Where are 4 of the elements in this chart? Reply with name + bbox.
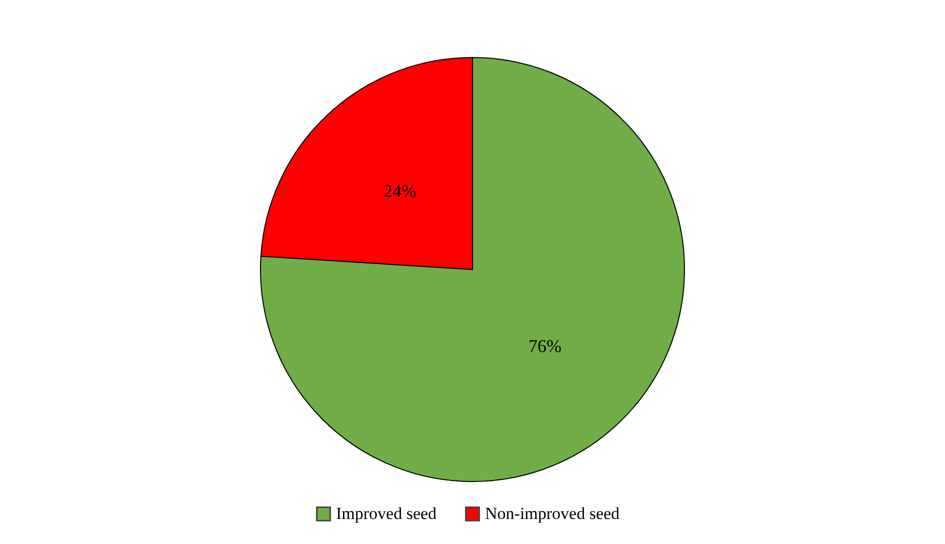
data-label: 76% [528,336,562,356]
legend-label: Non-improved seed [485,504,620,523]
data-label: 24% [383,181,416,202]
legend-label: Improved seed [336,504,438,523]
